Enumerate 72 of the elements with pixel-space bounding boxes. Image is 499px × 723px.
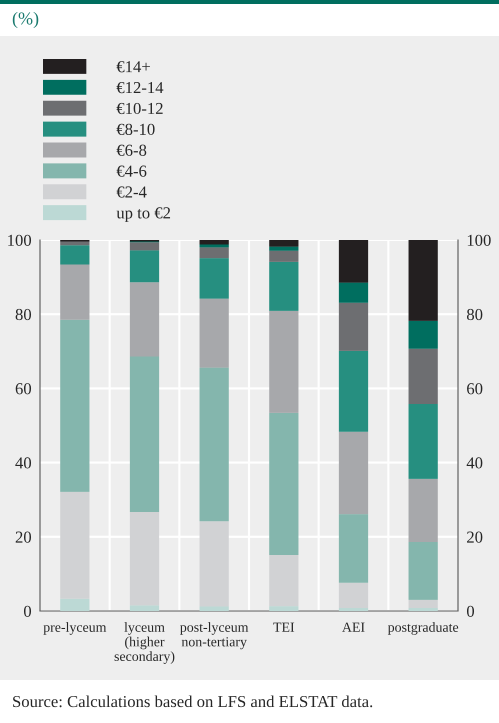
y2-tick-label: 60 — [467, 383, 482, 394]
bar — [269, 412, 298, 555]
bar — [269, 554, 298, 606]
y2-tick-label: 40 — [466, 457, 482, 469]
y-tick-label: 40 — [15, 457, 32, 469]
bar — [408, 600, 438, 608]
bar — [338, 350, 368, 432]
bar — [408, 608, 438, 611]
bar — [200, 606, 229, 611]
bar — [130, 250, 160, 282]
bar — [60, 241, 90, 246]
y-tick-label: 20 — [16, 532, 32, 543]
bar — [200, 247, 229, 258]
bar — [408, 320, 438, 349]
x-tick-label: lyceum (higher secondary) — [114, 622, 174, 664]
bar — [130, 512, 160, 606]
bar — [130, 356, 160, 512]
legend-label: €14+ — [116, 61, 150, 72]
bar — [60, 264, 90, 320]
bar — [130, 282, 160, 356]
bar — [200, 368, 229, 522]
legend-label: up to €2 — [116, 207, 170, 222]
bar — [338, 432, 368, 514]
y-tick-label: 100 — [8, 234, 32, 246]
y-tick-label: 80 — [16, 308, 32, 320]
x-tick-label: pre-lyceum — [43, 622, 106, 635]
bar — [408, 404, 438, 479]
bar — [338, 302, 368, 351]
bar — [200, 521, 229, 607]
bar — [269, 240, 298, 247]
x-tick-label: TEI — [273, 622, 294, 632]
y2-tick-label: 20 — [467, 532, 482, 543]
bar — [338, 608, 368, 611]
bar — [408, 478, 438, 542]
y2-tick-label: 100 — [468, 234, 491, 246]
bar — [269, 250, 298, 262]
bar — [338, 582, 368, 608]
bar — [200, 240, 229, 244]
bar — [408, 542, 438, 600]
bar — [408, 348, 438, 404]
bar — [338, 240, 368, 283]
source-note: Source: Calculations based on LFS and ELSTAT data. — [13, 695, 372, 708]
bar — [60, 598, 90, 611]
bar — [269, 310, 298, 413]
bar — [200, 298, 229, 368]
legend-label: €8-10 — [116, 124, 155, 135]
bar — [269, 246, 298, 251]
x-tick-label: postgraduate — [388, 622, 458, 635]
y2-tick-label: 80 — [466, 308, 482, 320]
bar — [269, 262, 298, 311]
bar — [130, 242, 160, 250]
bar — [269, 606, 298, 611]
bar — [338, 282, 368, 303]
bar — [200, 258, 229, 299]
bar — [60, 245, 90, 264]
bar — [338, 514, 368, 583]
bar — [408, 240, 438, 321]
x-tick-label: AEI — [342, 622, 365, 632]
legend-label: €2-4 — [116, 186, 147, 198]
y2-tick-label: 0 — [466, 606, 474, 617]
bar — [130, 605, 160, 611]
y-tick-label: 60 — [16, 383, 32, 394]
bar — [200, 244, 229, 248]
bar — [60, 492, 90, 599]
chart-title: (%) — [12, 12, 38, 28]
legend-label: €12-14 — [116, 82, 164, 94]
y-tick-label: 0 — [24, 606, 32, 617]
legend-label: €4-6 — [116, 166, 146, 177]
x-tick-label: post-lyceum non-tertiary — [180, 622, 248, 650]
bar — [60, 320, 90, 492]
legend-label: €10-12 — [116, 102, 163, 114]
legend-label: €6-8 — [116, 144, 146, 156]
